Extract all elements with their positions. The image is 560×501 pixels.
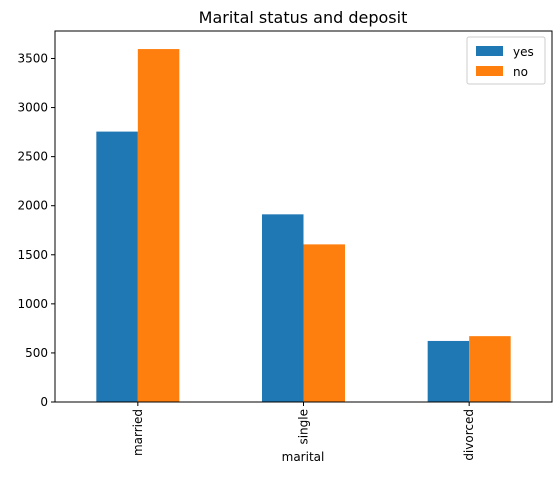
- bar-yes-single: [262, 214, 304, 402]
- y-tick-label: 2500: [17, 150, 48, 164]
- x-axis-label: marital: [282, 450, 325, 464]
- y-tick-label: 500: [25, 346, 48, 360]
- bar-yes-divorced: [427, 340, 470, 402]
- x-tick-label-divorced: divorced: [462, 409, 476, 461]
- x-tick-label-single: single: [297, 409, 311, 445]
- legend-label-no: no: [513, 65, 528, 79]
- bar-no-divorced: [469, 336, 511, 402]
- x-tick-label-married: married: [131, 409, 145, 456]
- bar-no-married: [137, 49, 180, 402]
- legend-swatch-no: [476, 66, 503, 76]
- y-tick-label: 1500: [17, 248, 48, 262]
- legend-swatch-yes: [476, 46, 503, 56]
- y-tick-label: 3000: [17, 101, 48, 115]
- plot-area: 0 500 1000 1500 2000 2500 3000 3500 married singl…: [17, 49, 511, 461]
- legend: yes no: [466, 36, 546, 85]
- y-tick-label: 1000: [17, 297, 48, 311]
- bar-no-single: [303, 244, 345, 402]
- bar-yes-married: [96, 131, 138, 402]
- y-tick-label: 0: [40, 395, 48, 409]
- plot-frame: [54, 30, 553, 403]
- y-tick-label: 3500: [17, 51, 48, 65]
- chart-title: Marital status and deposit: [199, 8, 408, 27]
- legend-label-yes: yes: [513, 45, 534, 59]
- y-tick-label: 2000: [17, 199, 48, 213]
